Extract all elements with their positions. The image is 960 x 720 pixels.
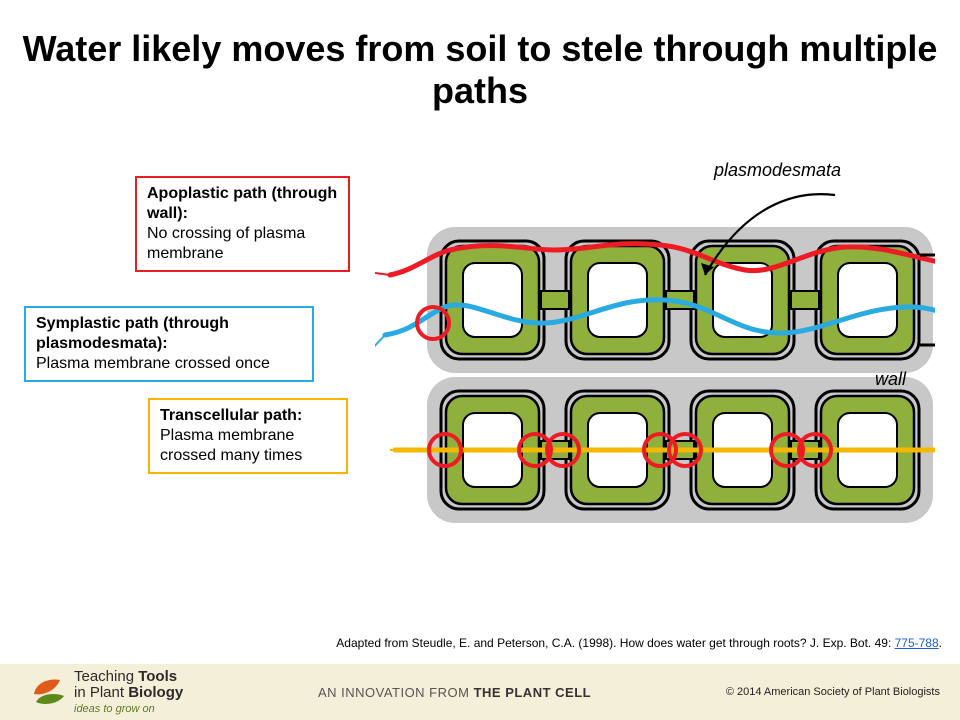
symplastic-heading: Symplastic path (through plasmodesmata): (36, 315, 229, 352)
apoplastic-label-box: Apoplastic path (through wall): No cross… (135, 176, 350, 272)
plasmodesmata-label: plasmodesmata (714, 160, 841, 181)
footer-logo: Teaching Tools in Plant Biology ideas to… (30, 669, 183, 715)
transcellular-label-box: Transcellular path: Plasma membrane cros… (148, 398, 348, 474)
citation: Adapted from Steudle, E. and Peterson, C… (336, 636, 942, 650)
slide: Water likely moves from soil to stele th… (0, 0, 960, 720)
transcellular-heading: Transcellular path: (160, 407, 302, 424)
symplastic-body: Plasma membrane crossed once (36, 355, 270, 372)
footer-bar: Teaching Tools in Plant Biology ideas to… (0, 664, 960, 720)
leaf-icon (30, 674, 66, 710)
transcellular-body: Plasma membrane crossed many times (160, 427, 302, 464)
citation-suffix: . (939, 636, 942, 650)
wall-label: wall (875, 369, 907, 389)
footer-copyright: © 2014 American Society of Plant Biologi… (726, 686, 940, 698)
apoplastic-body: No crossing of plasma membrane (147, 225, 305, 262)
citation-link[interactable]: 775-788 (895, 636, 939, 650)
cell-diagram: wall (375, 185, 935, 560)
footer-middle: AN INNOVATION FROM THE PLANT CELL (183, 685, 726, 700)
slide-title: Water likely moves from soil to stele th… (0, 28, 960, 113)
citation-prefix: Adapted from Steudle, E. and Peterson, C… (336, 636, 894, 650)
symplastic-label-box: Symplastic path (through plasmodesmata):… (24, 306, 314, 382)
footer-logo-text: Teaching Tools in Plant Biology ideas to… (74, 669, 183, 715)
apoplastic-heading: Apoplastic path (through wall): (147, 185, 337, 222)
